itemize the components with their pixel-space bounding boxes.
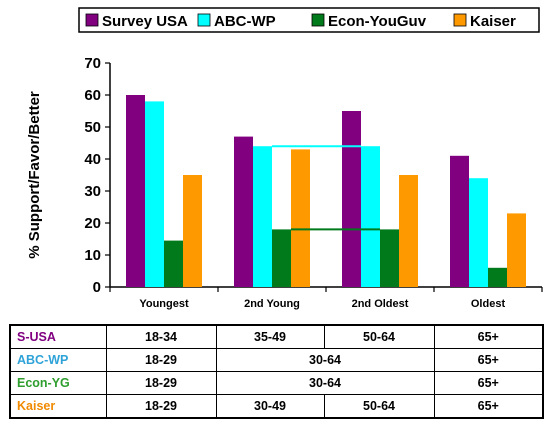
table-cell: 50-64 <box>323 324 435 349</box>
table-cell: 30-64 <box>215 348 435 372</box>
bar-abc-wp <box>361 146 380 287</box>
table-cell: 65+ <box>433 348 544 372</box>
y-tick-label: 10 <box>84 247 101 264</box>
bar-survey-usa <box>126 95 145 287</box>
bar-abc-wp <box>253 146 272 287</box>
table-row: ABC-WP 18-29 30-64 65+ <box>9 348 544 372</box>
y-tick-label: 60 <box>84 87 101 104</box>
y-axis-label-group: % Support/Favor/Better <box>26 91 43 259</box>
y-tick-label: 30 <box>84 183 101 200</box>
table-cell: 35-49 <box>215 324 325 349</box>
bars <box>126 95 526 288</box>
legend-swatch-econ-youguv <box>311 13 325 27</box>
annotations <box>272 145 380 231</box>
table-row-label: S-USA <box>9 324 107 349</box>
legend-swatch-survey-usa <box>85 13 99 27</box>
bar-kaiser <box>183 175 202 287</box>
bar-econ-youguv <box>164 240 183 287</box>
legend-swatch-abc-wp <box>197 13 211 27</box>
table-cell: 65+ <box>433 394 544 419</box>
legend-label-abc-wp: ABC-WP <box>214 13 276 30</box>
ticks: 0 10 20 30 40 50 60 70 Youngest 2nd Young 2nd Olde… <box>84 55 543 310</box>
table-row: Kaiser 18-29 30-49 50-64 65+ <box>9 394 544 419</box>
table-row: Econ-YG 18-29 30-64 65+ <box>9 371 544 395</box>
x-tick-label: 2nd Young <box>244 298 300 310</box>
bar-kaiser <box>399 175 418 287</box>
table-cell: 30-49 <box>215 394 325 419</box>
x-tick-label: Oldest <box>471 298 506 310</box>
bar-survey-usa <box>342 111 361 287</box>
table-row-label: Econ-YG <box>9 371 107 395</box>
y-axis-label: % Support/Favor/Better <box>26 91 43 259</box>
legend-label-survey-usa: Survey USA <box>102 13 188 30</box>
legend-label-kaiser: Kaiser <box>470 13 516 30</box>
table-cell: 18-34 <box>105 324 217 349</box>
bar-abc-wp <box>469 178 488 287</box>
legend: Survey USA ABC-WP Econ-YouGuv Kaiser <box>78 7 540 33</box>
x-tick-label: 2nd Oldest <box>352 298 409 310</box>
y-tick-label: 50 <box>84 119 101 136</box>
legend-swatch-kaiser <box>453 13 467 27</box>
bar-survey-usa <box>234 136 253 287</box>
bar-abc-wp <box>145 101 164 288</box>
table-cell: 65+ <box>433 324 544 349</box>
table-cell: 50-64 <box>323 394 435 419</box>
table-cell: 65+ <box>433 371 544 395</box>
table-cell: 18-29 <box>105 348 217 372</box>
bar-survey-usa <box>450 155 469 287</box>
bar-econ-youguv <box>380 229 399 287</box>
bar-econ-youguv <box>488 267 507 287</box>
y-tick-label: 0 <box>93 279 101 296</box>
legend-label-econ-youguv: Econ-YouGuv <box>328 13 427 30</box>
chart: Survey USA ABC-WP Econ-YouGuv Kaiser % Supp… <box>26 7 543 310</box>
y-tick-label: 70 <box>84 55 101 72</box>
table-cell: 30-64 <box>215 371 435 395</box>
age-range-table: S-USA 18-34 35-49 50-64 65+ ABC-WP 18-29 30-64 6… <box>9 324 544 419</box>
bar-econ-youguv <box>272 229 291 287</box>
y-tick-label: 40 <box>84 151 101 168</box>
table-cell: 18-29 <box>105 394 217 419</box>
bar-kaiser <box>507 213 526 287</box>
y-tick-label: 20 <box>84 215 101 232</box>
table-row-label: ABC-WP <box>9 348 107 372</box>
table-cell: 18-29 <box>105 371 217 395</box>
x-tick-label: Youngest <box>139 298 189 310</box>
bar-kaiser <box>291 149 310 287</box>
table-row-label: Kaiser <box>9 394 107 419</box>
table-row: S-USA 18-34 35-49 50-64 65+ <box>9 324 544 349</box>
